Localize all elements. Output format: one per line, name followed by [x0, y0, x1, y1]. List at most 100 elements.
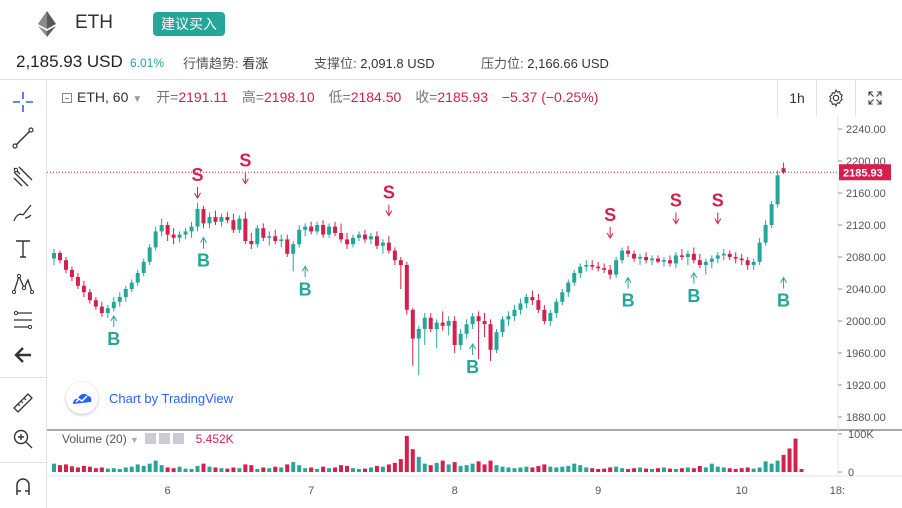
candle-body — [685, 253, 690, 257]
volume-bar — [428, 465, 433, 472]
close-icon[interactable] — [173, 433, 185, 444]
candle-body — [542, 309, 547, 321]
crosshair-tool[interactable] — [9, 88, 37, 116]
candle-body — [189, 226, 194, 232]
candle-body — [117, 297, 122, 302]
volume-bar — [661, 467, 666, 472]
volume-bar — [602, 468, 607, 472]
recommendation-badge[interactable]: 建议买入 — [153, 12, 225, 36]
candle-body — [452, 321, 457, 345]
candle-body — [608, 269, 613, 275]
volume-bar — [679, 468, 684, 472]
last-price-label: 2185.93 — [843, 167, 883, 179]
volume-bar — [81, 465, 86, 472]
symbol-name: ETH — [75, 12, 113, 33]
volume-bar — [231, 467, 236, 472]
tradingview-logo-icon — [66, 382, 98, 414]
volume-bar — [787, 448, 792, 472]
candle-body — [512, 309, 517, 317]
settings-button[interactable] — [816, 80, 855, 116]
volume-bar — [524, 466, 529, 472]
candle-body — [775, 175, 780, 205]
volume-bar — [709, 463, 714, 472]
hide-toolbar-button[interactable] — [9, 341, 37, 369]
volume-bar — [345, 465, 350, 472]
price-chart[interactable]: 2240.002200.002160.002120.002080.002040.… — [0, 80, 902, 508]
volume-bar — [763, 461, 768, 472]
candle-body — [165, 225, 170, 235]
candle-body — [650, 258, 654, 261]
volume-bar — [500, 466, 505, 472]
eye-icon[interactable] — [145, 433, 157, 444]
brush-tool[interactable] — [9, 199, 37, 227]
current-price: 2,185.93 USD — [16, 52, 123, 71]
volume-bar — [685, 467, 690, 472]
time-tick-label: 10 — [736, 485, 748, 497]
volume-label[interactable]: Volume (20) — [62, 432, 127, 446]
trend-indicator: 行情趋势: 看涨 — [183, 53, 268, 72]
measure-tool[interactable] — [9, 389, 37, 417]
zoom-tool[interactable] — [9, 425, 37, 453]
volume-bar — [380, 466, 385, 472]
collapse-legend-icon[interactable] — [62, 93, 72, 103]
tradingview-watermark[interactable]: Chart by TradingView — [66, 382, 233, 414]
candle-body — [644, 257, 649, 261]
buy-signal-arrowhead — [200, 236, 207, 243]
volume-bar — [171, 468, 176, 472]
candle-body — [153, 231, 158, 248]
long-position-icon — [13, 310, 33, 330]
volume-bar — [111, 468, 116, 472]
candle-body — [500, 319, 505, 333]
volume-bar — [147, 463, 152, 472]
legend-symbol[interactable]: ETH, 60 — [77, 89, 129, 105]
text-tool[interactable] — [9, 235, 37, 263]
candle-body — [428, 317, 433, 329]
candle-body — [620, 250, 625, 261]
volume-bar — [715, 466, 720, 472]
candle-body — [75, 277, 80, 286]
volume-bar — [614, 466, 619, 472]
candle-body — [386, 242, 391, 251]
volume-bar — [745, 467, 750, 472]
last-price-tag — [839, 164, 891, 181]
candle-body — [261, 228, 266, 238]
candle-body — [159, 225, 164, 232]
volume-bar — [219, 468, 224, 472]
gear-icon[interactable] — [159, 433, 171, 444]
pattern-tool[interactable] — [9, 270, 37, 298]
volume-bar — [237, 468, 242, 472]
buy-signal-label: B — [466, 357, 479, 377]
volume-bar — [632, 468, 637, 472]
volume-bar — [644, 468, 649, 472]
candle-body — [679, 255, 684, 257]
candle-body — [231, 220, 236, 230]
volume-bar — [620, 468, 625, 472]
magnet-tool[interactable] — [9, 473, 37, 501]
candle-body — [476, 316, 481, 321]
volume-bar — [799, 468, 804, 472]
chevron-down-icon[interactable]: ▼ — [130, 435, 139, 445]
volume-bar — [243, 464, 248, 472]
volume-bar — [285, 464, 290, 472]
candle-body — [614, 260, 619, 275]
buy-signal-label: B — [622, 291, 635, 311]
volume-bar — [356, 468, 361, 472]
candle-body — [201, 209, 206, 224]
candle-body — [129, 282, 134, 289]
fullscreen-button[interactable] — [855, 80, 894, 116]
candle-body — [63, 260, 68, 270]
candle-body — [291, 244, 296, 254]
interval-button[interactable]: 1h — [777, 80, 816, 116]
candle-body — [368, 236, 373, 240]
volume-bar — [518, 467, 523, 472]
fib-tool[interactable] — [9, 162, 37, 190]
prediction-tool[interactable] — [9, 306, 37, 334]
candle-body — [207, 217, 212, 224]
volume-bar — [117, 468, 122, 472]
volume-bar — [560, 466, 565, 472]
price-tick-label: 2120.00 — [846, 220, 886, 232]
chevron-down-icon[interactable]: ▼ — [132, 94, 143, 105]
volume-bar — [536, 465, 541, 472]
trend-line-tool[interactable] — [9, 124, 37, 152]
close-value: 2185.93 — [437, 89, 488, 105]
